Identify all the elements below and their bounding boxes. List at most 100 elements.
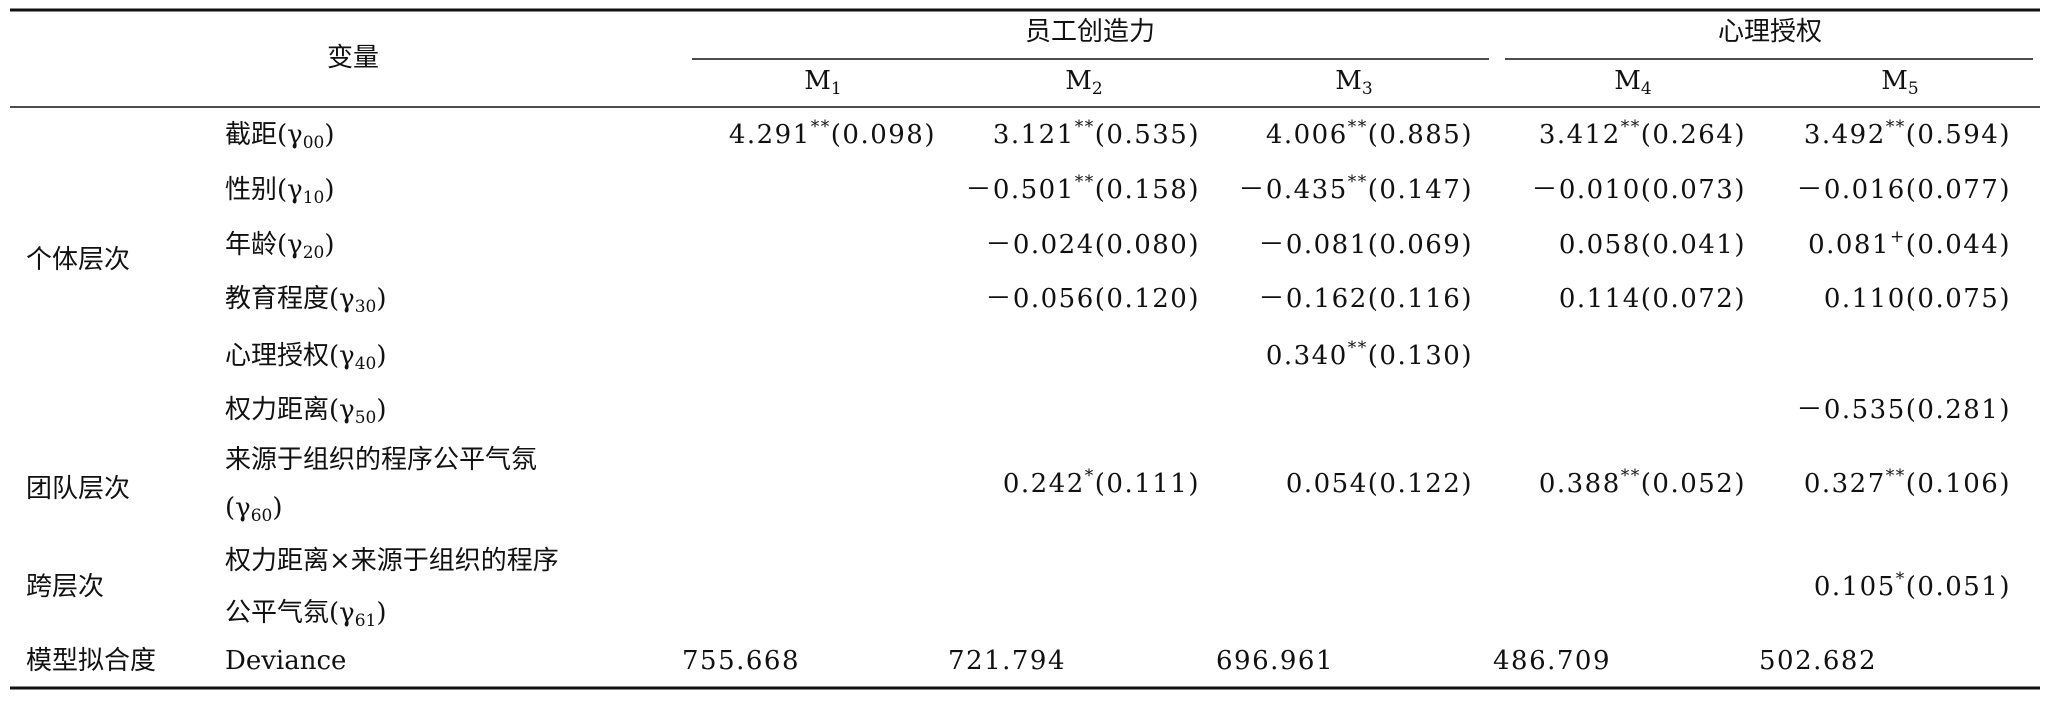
subscript: 4 — [1641, 79, 1652, 99]
text-part: ) — [376, 395, 386, 425]
text-part: 3.412 — [1539, 120, 1621, 150]
subscript: 00 — [303, 133, 325, 153]
group-label: 跨层次 — [26, 572, 104, 602]
supscript: * — [1896, 569, 1906, 589]
text-part: 755.668 — [682, 646, 800, 676]
header-group: 员工创造力 — [1025, 17, 1155, 47]
text-part: (0.080) — [1095, 230, 1200, 260]
subscript: 61 — [355, 611, 377, 631]
estimate: 0.114(0.072) — [1559, 284, 1746, 314]
model-header: M4 — [1614, 66, 1651, 99]
text-part: －0.024 — [985, 230, 1094, 260]
text-part: (0.158) — [1095, 175, 1200, 205]
text-part: 年龄(γ — [225, 230, 303, 260]
text-part: (0.106) — [1906, 469, 2011, 499]
variable-label: Deviance — [225, 646, 346, 676]
text-part: 模型拟合度 — [26, 646, 156, 676]
text-part: M — [1881, 66, 1908, 96]
header-variable: 变量 — [327, 43, 379, 73]
text-part: 3.121 — [993, 120, 1075, 150]
text-part: 团队层次 — [26, 474, 130, 504]
estimate: 0.242*(0.111) — [1003, 466, 1200, 500]
text-part: (0.281) — [1906, 395, 2011, 425]
text-part: 心理授权(γ — [225, 341, 355, 371]
text-part: (0.072) — [1641, 284, 1746, 314]
text-part: －0.501 — [965, 175, 1074, 205]
group-label: 个体层次 — [26, 245, 130, 275]
text-part: 权力距离×来源于组织的程序 — [225, 546, 559, 576]
text-part: (0.264) — [1641, 120, 1746, 150]
text-part: (0.594) — [1906, 120, 2011, 150]
estimate: 3.121**(0.535) — [993, 117, 1200, 151]
estimate: 0.054(0.122) — [1286, 469, 1473, 499]
text-part: (γ — [225, 493, 251, 523]
text-part: (0.041) — [1641, 230, 1746, 260]
estimate: －0.081(0.069) — [1258, 230, 1473, 260]
model-header: M2 — [1065, 66, 1102, 99]
model-header: M3 — [1335, 66, 1372, 99]
model-header: M1 — [804, 66, 841, 99]
text-part: (0.122) — [1368, 469, 1473, 499]
text-part: ) — [376, 598, 386, 628]
text-part: 0.388 — [1539, 469, 1621, 499]
text-part: 0.105 — [1814, 572, 1896, 602]
text-part: 来源于组织的程序公平气氛 — [225, 445, 537, 475]
text-part: －0.016 — [1796, 175, 1905, 205]
variable-label: 教育程度(γ30) — [225, 284, 386, 317]
variable-label: (γ60) — [225, 493, 282, 526]
text-part: 截距(γ — [225, 120, 303, 150]
estimate: 4.006**(0.885) — [1266, 117, 1473, 151]
text-part: (0.147) — [1368, 175, 1473, 205]
estimate: －0.501**(0.158) — [965, 172, 1200, 206]
estimate: －0.535(0.281) — [1796, 395, 2011, 425]
subscript: 2 — [1092, 79, 1103, 99]
estimate: －0.016(0.077) — [1796, 175, 2011, 205]
text-part: 4.006 — [1266, 120, 1348, 150]
estimate: 0.058(0.041) — [1559, 230, 1746, 260]
text-part: (0.051) — [1906, 572, 2011, 602]
text-part: 721.794 — [948, 646, 1066, 676]
supscript: ** — [1348, 338, 1368, 358]
text-part: 502.682 — [1759, 646, 1877, 676]
estimate: 0.340**(0.130) — [1266, 338, 1473, 372]
text-part: (0.075) — [1906, 284, 2011, 314]
text-part: (0.073) — [1641, 175, 1746, 205]
supscript: ** — [1886, 466, 1906, 486]
text-part: M — [1065, 66, 1092, 96]
text-part: 696.961 — [1216, 646, 1334, 676]
text-part: 0.058 — [1559, 230, 1641, 260]
text-part: ) — [376, 284, 386, 314]
text-part: 教育程度(γ — [225, 284, 355, 314]
text-part: (0.077) — [1906, 175, 2011, 205]
estimate: －0.056(0.120) — [985, 284, 1200, 314]
supscript: ** — [1621, 117, 1641, 137]
header-group: 心理授权 — [1718, 17, 1822, 47]
estimate: 0.110(0.075) — [1824, 284, 2011, 314]
variable-label: 权力距离×来源于组织的程序 — [225, 546, 559, 576]
text-part: (0.116) — [1368, 284, 1473, 314]
text-part: (0.052) — [1641, 469, 1746, 499]
variable-label: 心理授权(γ40) — [225, 341, 386, 374]
fit-value: 755.668 — [682, 646, 800, 676]
text-part: 性别(γ — [225, 175, 303, 205]
text-part: －0.162 — [1258, 284, 1367, 314]
text-part: 0.081 — [1808, 230, 1890, 260]
text-part: ) — [324, 175, 334, 205]
fit-value: 502.682 — [1759, 646, 1877, 676]
supscript: ** — [1886, 117, 1906, 137]
supscript: ** — [811, 117, 831, 137]
supscript: ** — [1348, 172, 1368, 192]
text-part: (0.885) — [1368, 120, 1473, 150]
estimate: 0.327**(0.106) — [1804, 466, 2011, 500]
text-part: (0.111) — [1095, 469, 1200, 499]
text-part: 486.709 — [1493, 646, 1611, 676]
group-label: 模型拟合度 — [26, 646, 156, 676]
text-part: 跨层次 — [26, 572, 104, 602]
text-part: ) — [376, 341, 386, 371]
estimate: 4.291**(0.098) — [729, 117, 936, 151]
fit-value: 486.709 — [1493, 646, 1611, 676]
text-part: 4.291 — [729, 120, 811, 150]
subscript: 60 — [251, 506, 273, 526]
